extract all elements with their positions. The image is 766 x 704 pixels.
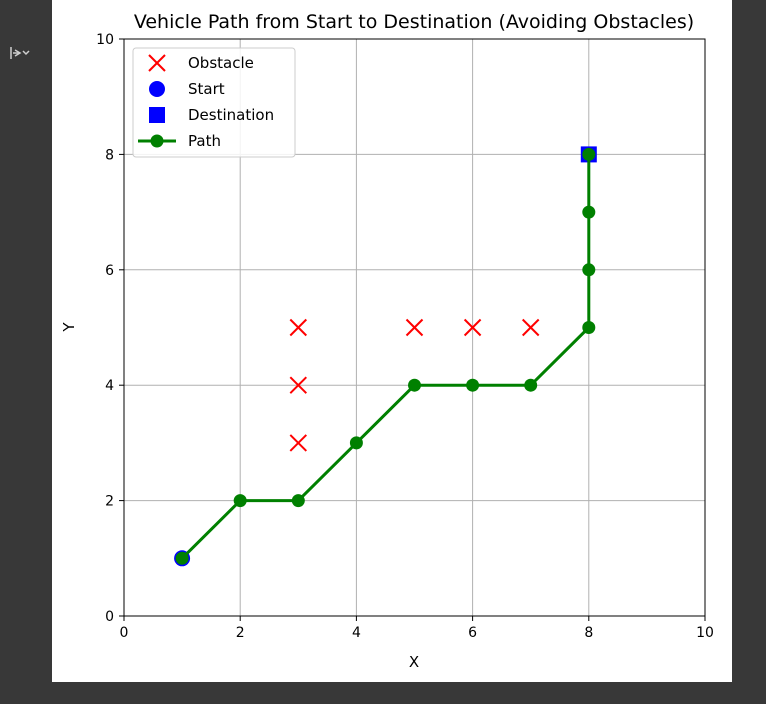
obstacle-stroke <box>289 318 308 337</box>
obstacle-point <box>289 434 308 452</box>
obstacle-point <box>405 318 424 337</box>
obstacle-point <box>463 318 482 337</box>
legend-destination-marker <box>149 107 165 123</box>
obstacle-point <box>289 376 308 394</box>
y-tick-label: 4 <box>105 378 114 394</box>
legend-path-marker <box>150 134 164 148</box>
y-tick-label: 2 <box>105 494 114 510</box>
obstacle-stroke <box>148 54 166 72</box>
output-gutter <box>0 0 52 704</box>
chart-title: Vehicle Path from Start to Destination (… <box>134 11 694 33</box>
legend-start-marker <box>149 81 165 97</box>
obstacle-stroke <box>463 318 482 337</box>
chart-svg: 0 2 4 6 8 10 0 2 4 6 8 10 Vehicle Path from Start t… <box>60 11 714 671</box>
legend-label: Obstacle <box>188 54 254 72</box>
x-tick-label: 6 <box>468 625 477 641</box>
obstacle-stroke <box>405 318 424 337</box>
path-point <box>175 551 189 565</box>
legend-label: Start <box>188 80 225 98</box>
x-tick-label: 8 <box>584 625 593 641</box>
path-point <box>291 494 305 508</box>
path-point <box>408 378 421 392</box>
path-point <box>582 263 596 277</box>
obstacle-stroke <box>289 434 308 452</box>
y-tick-label: 0 <box>105 609 114 625</box>
figure-output-panel: 0 2 4 6 8 10 0 2 4 6 8 10 Vehicle Path from Start t… <box>52 0 732 682</box>
collapse-output-icon <box>10 47 30 59</box>
y-tick-label: 6 <box>105 263 114 279</box>
output-toggle-button[interactable] <box>6 40 34 66</box>
axes <box>123 38 706 617</box>
x-tick-label: 10 <box>696 625 714 641</box>
x-axis-label: X <box>409 653 419 671</box>
path-point <box>582 321 596 334</box>
tick-labels: 0 2 4 6 8 10 0 2 4 6 8 10 <box>96 32 714 641</box>
x-tick-label: 2 <box>236 625 245 641</box>
legend-label: Path <box>188 132 221 150</box>
obstacle-stroke <box>521 318 540 337</box>
legend-box <box>132 47 296 158</box>
scrollbar-track[interactable] <box>732 0 766 704</box>
chart-marks <box>174 146 597 567</box>
x-tick-label: 0 <box>120 625 129 641</box>
path-point <box>233 494 247 508</box>
path-point <box>582 205 596 219</box>
path-point <box>524 378 538 392</box>
obstacle-point <box>289 318 308 337</box>
obstacle-stroke <box>289 376 308 394</box>
legend-obstacle-marker <box>148 54 166 72</box>
legend: Obstacle Start Destination Path <box>132 47 296 158</box>
x-tick-label: 4 <box>352 625 361 641</box>
legend-label: Destination <box>188 106 274 124</box>
y-tick-label: 8 <box>105 147 114 163</box>
path-point <box>582 147 596 161</box>
path-point <box>349 436 363 450</box>
obstacle-point <box>521 318 540 337</box>
plot-frame <box>123 38 706 617</box>
path-point <box>466 378 480 392</box>
y-tick-label: 10 <box>96 32 114 48</box>
y-axis-label: Y <box>60 322 78 333</box>
